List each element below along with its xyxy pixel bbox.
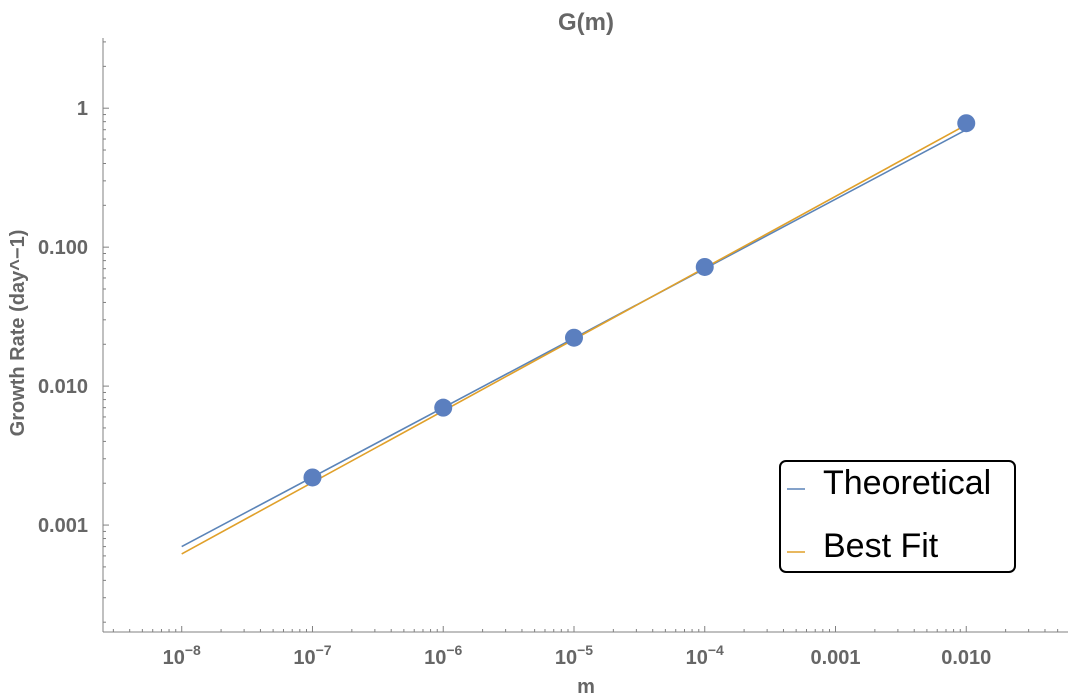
data-point — [303, 468, 322, 487]
data-point — [564, 328, 583, 347]
x-axis-label: m — [577, 676, 595, 698]
x-tick-label: 10−4 — [686, 642, 724, 669]
y-axis-label: Growth Rate (day^−1) — [7, 230, 29, 437]
legend-label-best-fit: Best Fit — [823, 527, 939, 565]
y-tick-label: 0.001 — [38, 515, 88, 537]
y-tick-label: 1 — [77, 98, 88, 120]
x-tick-label: 10−5 — [555, 642, 593, 669]
y-ticks: 0.001 0.010 0.100 1 — [38, 98, 109, 537]
y-tick-label: 0.100 — [38, 237, 88, 259]
x-tick-label: 10−7 — [293, 642, 331, 669]
x-ticks: 10−8 10−7 10−6 10−5 10−4 0.001 0.010 — [163, 626, 991, 669]
y-tick-label: 0.010 — [38, 376, 88, 398]
x-minor-ticks — [112, 629, 1059, 632]
x-tick-label: 10−8 — [163, 642, 201, 669]
x-tick-label: 0.010 — [941, 647, 991, 669]
y-minor-ticks — [103, 41, 106, 623]
x-tick-label: 10−6 — [424, 642, 462, 669]
data-point — [434, 398, 453, 417]
legend: Theoretical Best Fit — [779, 460, 1016, 573]
chart-title: G(m) — [558, 9, 614, 36]
data-points — [303, 114, 976, 487]
legend-label-theoretical: Theoretical — [823, 464, 991, 502]
data-point — [957, 114, 976, 133]
legend-box — [779, 460, 1016, 573]
x-tick-label: 0.001 — [810, 647, 860, 669]
data-point — [695, 257, 714, 276]
axes — [102, 38, 1068, 633]
